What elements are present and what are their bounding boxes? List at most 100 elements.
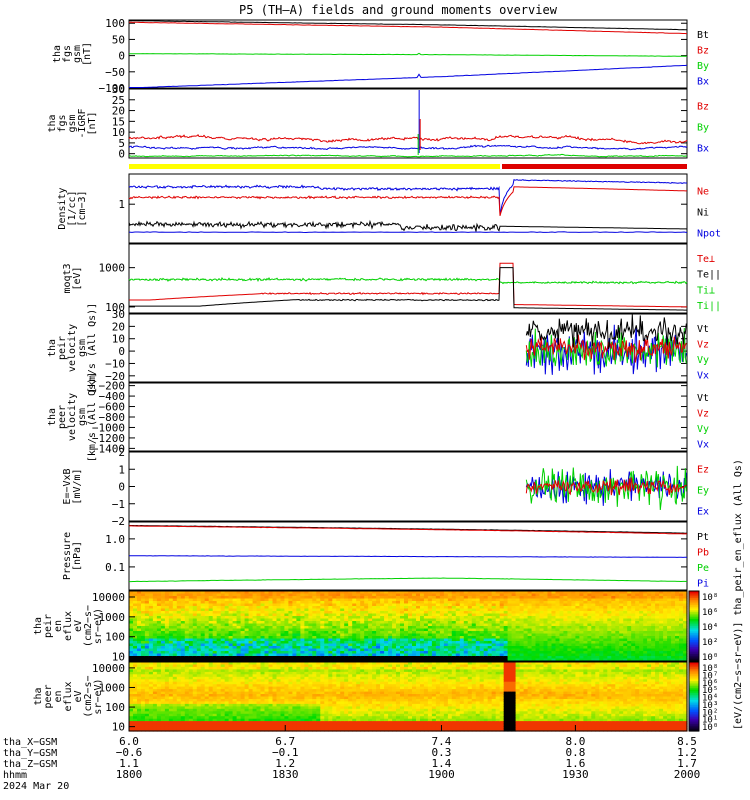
spectrogram-cell [479,601,485,605]
spectrogram-cell [141,598,146,602]
y-tick-label: 10 [112,721,125,734]
spectrogram-cell [531,598,537,602]
spectrogram-cell [539,611,545,615]
spectrogram-cell [416,611,421,615]
spectrogram-cell [547,618,553,622]
spectrogram-cell [240,628,246,632]
spectrogram-cell [491,591,497,595]
spectrogram-cell [527,601,533,605]
spectrogram-cell [503,611,509,615]
spectrogram-cell [408,633,413,637]
spectrogram-cell [188,631,194,635]
y-tick-label: 1 [118,198,125,211]
spectrogram-cell [133,633,138,637]
spectrogram-cell [388,596,393,600]
spectrogram-cell [180,674,186,678]
spectrogram-cell [491,628,497,632]
spectrogram-cell [176,641,182,645]
spectrogram-cell [284,591,289,595]
spectrogram-cell [571,623,576,627]
legend-entry: Pb [697,547,709,558]
spectrogram-cell [388,621,393,625]
spectrogram-cell [148,641,154,645]
spectrogram-cell [137,696,142,700]
spectrogram-cell [587,631,592,635]
spectrogram-cell [627,643,632,647]
spectrogram-cell [196,648,202,652]
spectrogram-cell [232,686,238,690]
spectrogram-cell [236,616,242,620]
spectrogram-cell [451,608,457,612]
spectrogram-cell [176,598,182,602]
spectrogram-cell [316,606,321,610]
y-axis-label-line: [km/s (All Qs)] [87,372,98,462]
spectrogram-cell [404,606,409,610]
spectrogram-cell [308,598,313,602]
spectrogram-cell [220,611,226,615]
spectrogram-cell [348,591,353,595]
spectrogram-cell [627,638,632,642]
y-axis-label-line: [mV/m] [72,468,83,504]
spectrogram-cell [228,666,234,670]
spectrogram-cell [423,628,429,632]
spectrogram-cell [663,593,668,597]
spectrogram-cell [583,628,588,632]
spectrogram-cell [655,593,660,597]
spectrogram-cell [388,598,393,602]
spectrogram-cell [591,611,596,615]
spectrogram-cell [408,658,413,662]
spectrogram-cell [196,651,202,655]
spectrogram-cell [655,606,660,610]
spectrogram-cell [236,636,242,640]
spectrogram-cell [232,706,238,710]
spectrogram-cell [603,613,608,617]
spectrogram-cell [404,631,409,635]
y-tick-label: 10 [112,651,125,664]
spectrogram-cell [595,633,600,637]
spectrogram-cell [559,616,565,620]
series [128,90,688,158]
spectrogram-cell [368,613,373,617]
spectrogram-cell [380,653,385,657]
spectrogram-cell [200,638,206,642]
spectrogram-cell [607,656,612,660]
spectrogram-cell [575,646,580,650]
spectrogram-cell [647,628,652,632]
spectrogram-cell [184,706,190,710]
spectrogram-cell [208,716,214,720]
spectrogram-cell [152,666,158,670]
spectrogram-cell [160,728,166,732]
spectrogram-cell [236,699,242,703]
spectrogram-cell [232,674,238,678]
spectrogram-cell [615,648,620,652]
spectrogram-cell [144,684,150,688]
spectrogram-cell [683,606,688,610]
spectrogram-cell [129,608,134,612]
spectrogram-cell [575,613,580,617]
spectrogram-cell [216,636,222,640]
spectrogram-cell [655,631,660,635]
spectrogram-cell [675,616,680,620]
spectrogram-cell [439,646,445,650]
spectrogram-cell [479,618,485,622]
spectrogram-cell [156,679,162,683]
spectrogram-cell [579,631,584,635]
spectrogram-cell [675,603,680,607]
spectrogram-cell [599,648,604,652]
spectrogram-cell [144,691,150,695]
spectrogram-cell [547,603,553,607]
spectrogram-cell [348,616,353,620]
spectrogram-cell [655,628,660,632]
spectrogram-cell [587,651,592,655]
spectrogram-cell [168,684,174,688]
spectrogram-cell [248,596,254,600]
spectrogram-cell [583,656,588,660]
spectrogram-cell [292,641,297,645]
spectrogram-cell [467,623,473,627]
y-axis-label-line: Density [57,187,68,229]
spectrogram-cell [651,626,656,630]
spectrogram-cell [400,638,405,642]
y-axis-label: tha fgs gsm [nT] [52,42,93,66]
spectrogram-cell [141,626,146,630]
spectrogram-cell [152,648,158,652]
